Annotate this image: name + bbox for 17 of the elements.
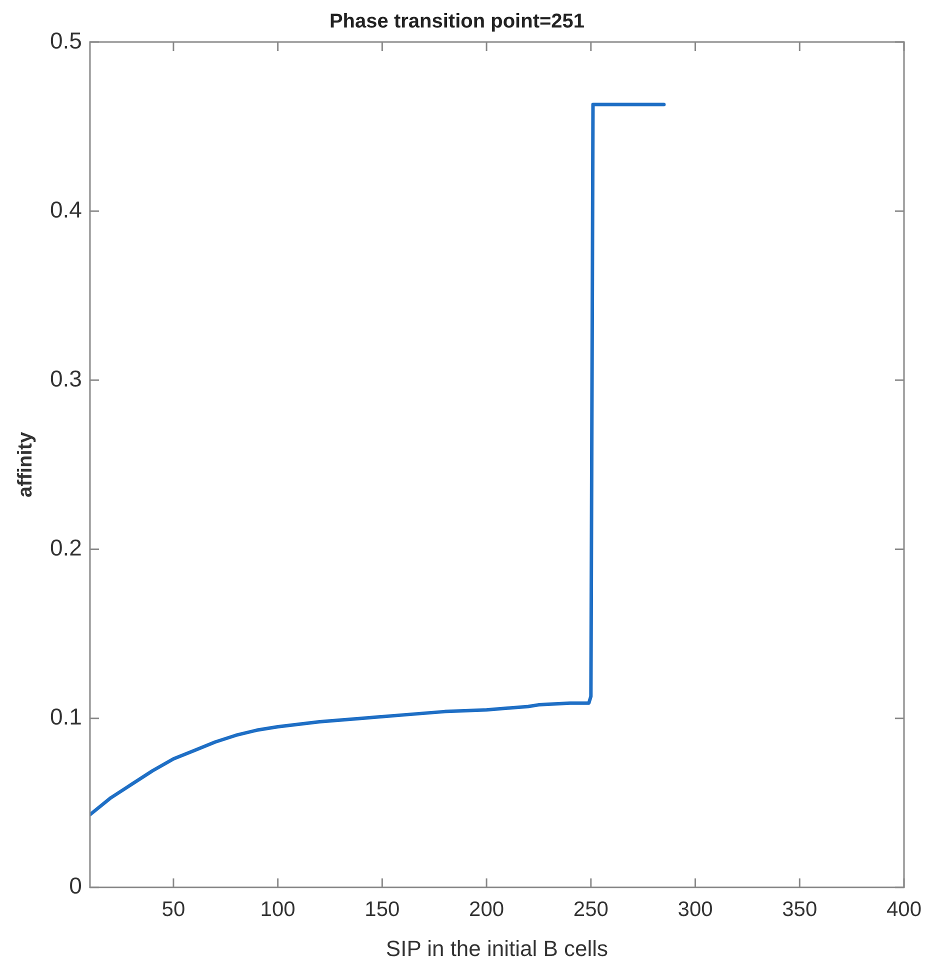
y-tick-label: 0.2 bbox=[50, 534, 82, 561]
y-tick-label: 0.3 bbox=[50, 366, 82, 392]
x-tick-label: 350 bbox=[782, 898, 818, 921]
y-axis-title: affinity bbox=[14, 431, 37, 498]
y-tick-label: 0 bbox=[69, 872, 82, 899]
y-tick-label: 0.5 bbox=[50, 27, 82, 54]
x-tick-label: 100 bbox=[260, 898, 296, 921]
x-tick-label: 250 bbox=[573, 898, 608, 921]
y-tick-label: 0.4 bbox=[50, 196, 82, 222]
x-tick-label: 300 bbox=[678, 898, 713, 921]
x-tick-label: 200 bbox=[469, 898, 504, 921]
chart-title: Phase transition point=251 bbox=[329, 10, 585, 33]
x-tick-label: 50 bbox=[162, 898, 186, 921]
x-tick-label: 400 bbox=[886, 898, 922, 921]
y-tick-label: 0.1 bbox=[50, 704, 82, 730]
x-axis-title: SIP in the initial B cells bbox=[386, 936, 608, 961]
x-tick-label: 150 bbox=[364, 898, 400, 921]
